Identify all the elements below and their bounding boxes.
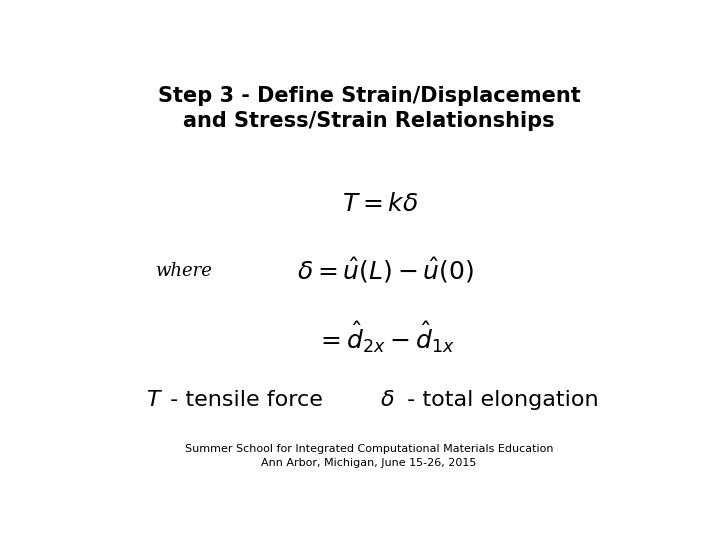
Text: $T = k\delta$: $T = k\delta$ bbox=[342, 192, 418, 216]
Text: $T$: $T$ bbox=[145, 389, 163, 409]
Text: Step 3 - Define Strain/Displacement
and Stress/Strain Relationships: Step 3 - Define Strain/Displacement and … bbox=[158, 85, 580, 131]
Text: $\delta$: $\delta$ bbox=[380, 389, 395, 409]
Text: Summer School for Integrated Computational Materials Education
Ann Arbor, Michig: Summer School for Integrated Computation… bbox=[185, 444, 553, 468]
Text: $= \hat{d}_{2x} - \hat{d}_{1x}$: $= \hat{d}_{2x} - \hat{d}_{1x}$ bbox=[316, 319, 456, 355]
Text: - tensile force: - tensile force bbox=[163, 389, 323, 409]
Text: where: where bbox=[156, 261, 213, 280]
Text: - total elongation: - total elongation bbox=[400, 389, 598, 409]
Text: $\delta = \hat{u}(L) - \hat{u}(0)$: $\delta = \hat{u}(L) - \hat{u}(0)$ bbox=[297, 256, 474, 286]
